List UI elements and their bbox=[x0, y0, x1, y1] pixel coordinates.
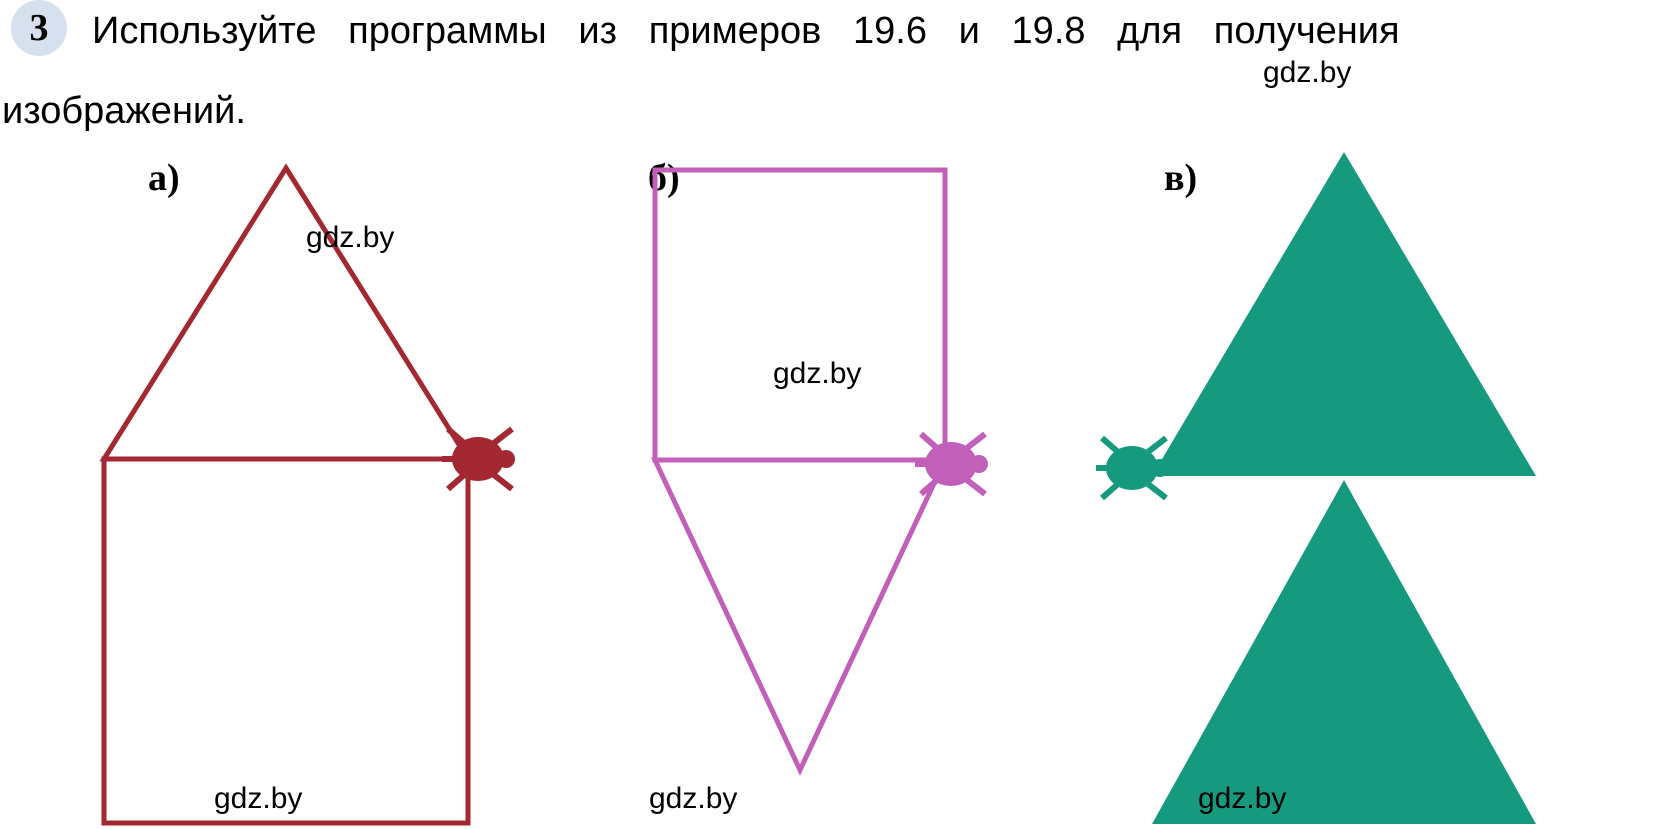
watermark: gdz.by bbox=[773, 357, 861, 391]
watermark: gdz.by bbox=[306, 221, 394, 255]
triangle-top bbox=[1152, 152, 1536, 476]
watermark: gdz.by bbox=[214, 782, 302, 816]
turtle-icon bbox=[1096, 438, 1169, 498]
watermark: gdz.by bbox=[1198, 782, 1286, 816]
watermark: gdz.by bbox=[649, 782, 737, 816]
watermark: gdz.by bbox=[1263, 56, 1351, 90]
page-root: 3 Используйте программы из примеров 19.6… bbox=[0, 0, 1665, 829]
triangle-bottom bbox=[1152, 480, 1536, 824]
figure-v bbox=[0, 0, 1665, 829]
